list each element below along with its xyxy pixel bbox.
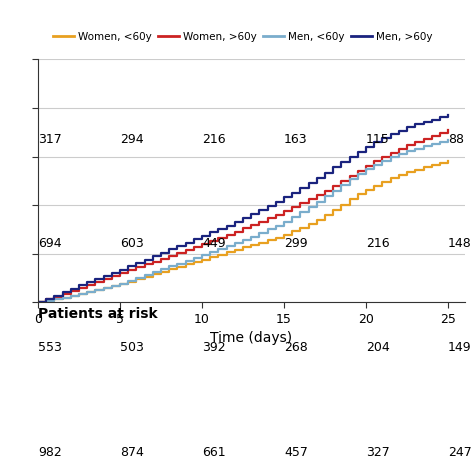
Text: 449: 449 bbox=[202, 237, 226, 250]
Text: 982: 982 bbox=[38, 446, 62, 458]
Legend: Women, <60y, Women, >60y, Men, <60y, Men, >60y: Women, <60y, Women, >60y, Men, <60y, Men… bbox=[49, 27, 437, 46]
Text: 874: 874 bbox=[120, 446, 144, 458]
Text: 317: 317 bbox=[38, 133, 62, 146]
Text: 457: 457 bbox=[284, 446, 308, 458]
Text: 88: 88 bbox=[448, 133, 464, 146]
X-axis label: Time (days): Time (days) bbox=[210, 331, 292, 346]
Text: 247: 247 bbox=[448, 446, 472, 458]
Text: 392: 392 bbox=[202, 341, 226, 354]
Text: 268: 268 bbox=[284, 341, 308, 354]
Text: 503: 503 bbox=[120, 341, 144, 354]
Text: Patients at risk: Patients at risk bbox=[38, 307, 157, 321]
Text: 294: 294 bbox=[120, 133, 144, 146]
Text: 553: 553 bbox=[38, 341, 62, 354]
Text: 115: 115 bbox=[366, 133, 390, 146]
Text: 149: 149 bbox=[448, 341, 472, 354]
Text: 327: 327 bbox=[366, 446, 390, 458]
Text: 163: 163 bbox=[284, 133, 308, 146]
Text: 148: 148 bbox=[448, 237, 472, 250]
Text: 216: 216 bbox=[202, 133, 226, 146]
Text: 216: 216 bbox=[366, 237, 390, 250]
Text: 299: 299 bbox=[284, 237, 308, 250]
Text: 603: 603 bbox=[120, 237, 144, 250]
Text: 694: 694 bbox=[38, 237, 62, 250]
Text: 204: 204 bbox=[366, 341, 390, 354]
Text: 661: 661 bbox=[202, 446, 226, 458]
